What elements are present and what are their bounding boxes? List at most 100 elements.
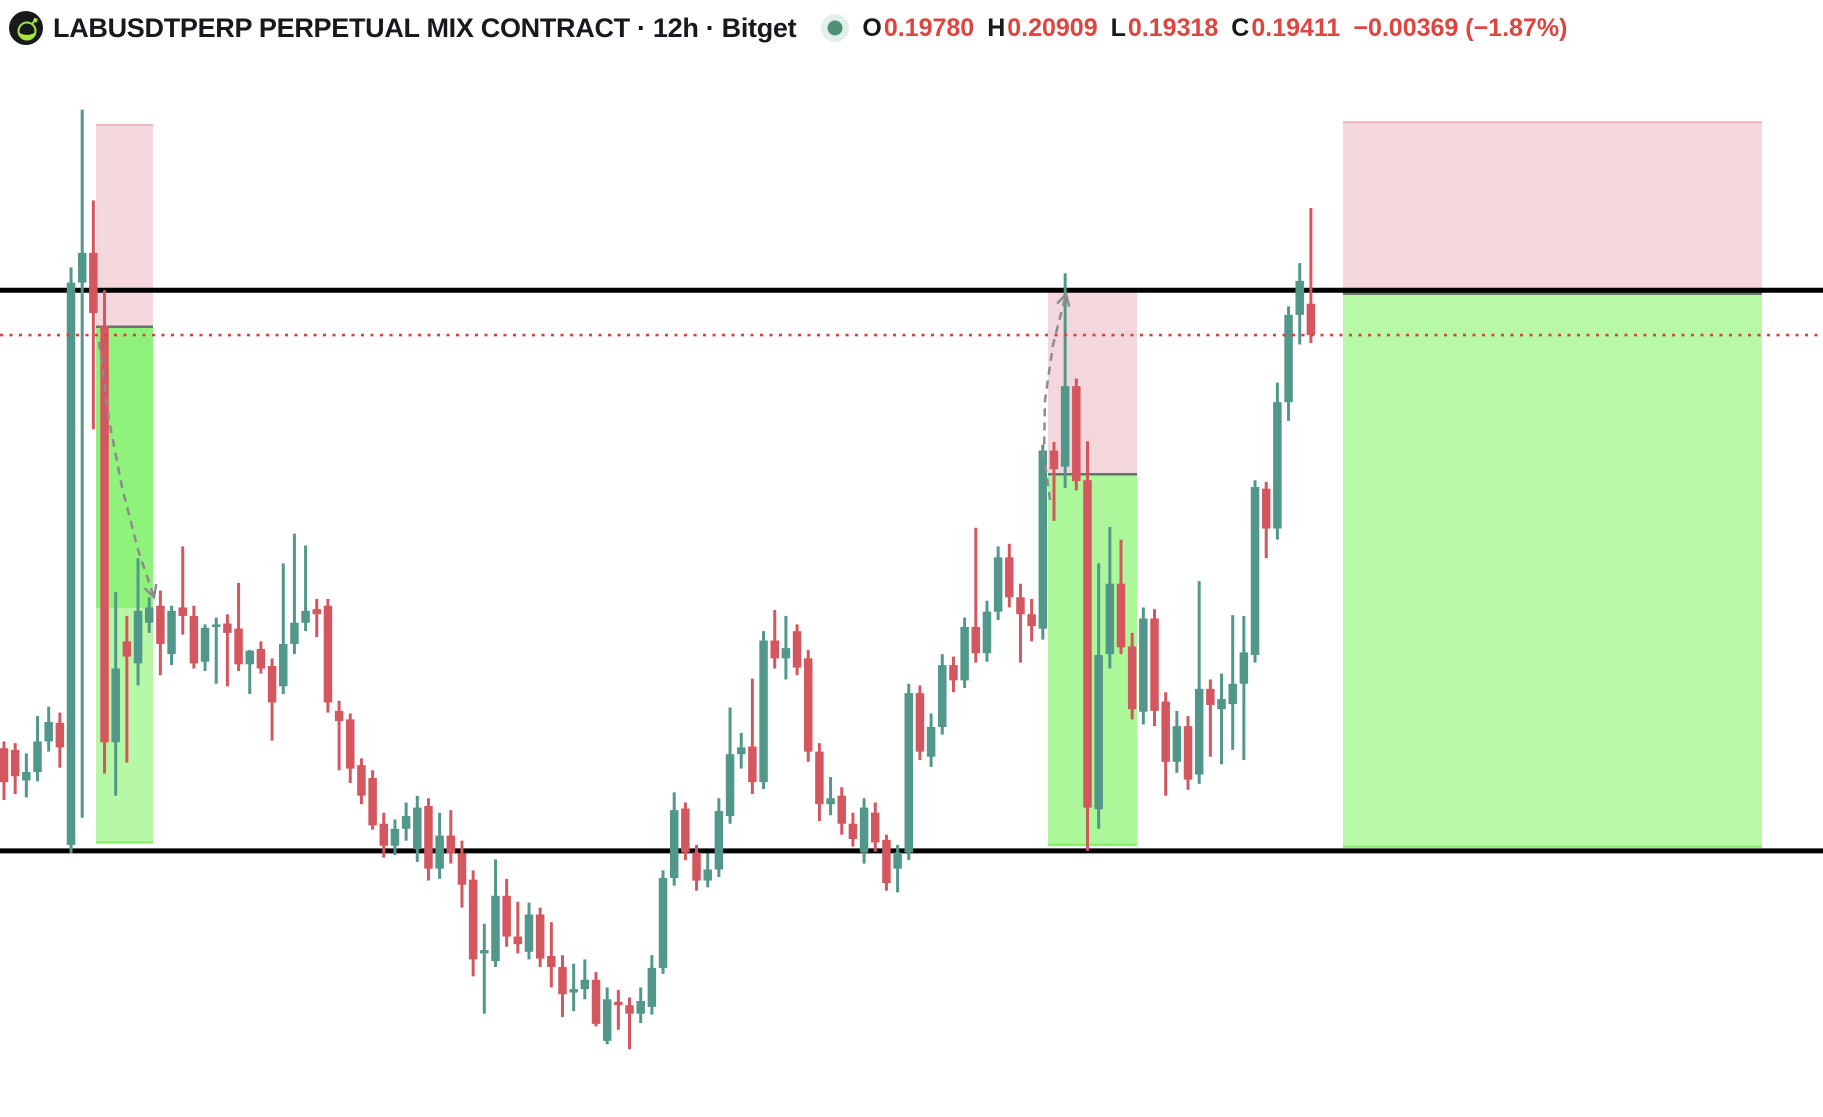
- candle-body: [22, 771, 31, 781]
- projection-arrow-down-head: [143, 583, 158, 600]
- candle-body: [200, 627, 210, 662]
- candle-body: [1127, 646, 1137, 710]
- short-position-middle[interactable]: [1048, 289, 1137, 847]
- ohlc-close: C 0.19411: [1231, 13, 1341, 42]
- candle-body: [625, 1005, 634, 1014]
- candle-body: [714, 810, 724, 870]
- candle-body: [1027, 614, 1036, 627]
- candle-body: [591, 979, 601, 1024]
- candle-body: [379, 823, 389, 846]
- candle-body: [658, 877, 668, 968]
- candle-body: [178, 607, 187, 616]
- candle-body: [1250, 487, 1260, 655]
- candle-body: [770, 640, 779, 659]
- candle-body: [938, 665, 947, 728]
- candle-body: [122, 641, 132, 657]
- projection-arrow-down[interactable]: [97, 341, 158, 600]
- candle-body: [1083, 480, 1092, 808]
- candle-body: [904, 693, 914, 853]
- projection-arrow-up-head: [1056, 291, 1071, 307]
- candle-body: [949, 665, 958, 681]
- candle-body: [1150, 618, 1159, 711]
- ohlc-low: L 0.19318: [1110, 13, 1219, 42]
- candle-body: [803, 658, 813, 752]
- candle-body: [1206, 688, 1215, 705]
- candle-body: [323, 605, 333, 703]
- candle-body: [368, 777, 377, 826]
- ohlc-legend: O 0.19780 H 0.20909 L 0.19318 C 0.19411 −0.0…: [862, 14, 1567, 43]
- status-dot-icon: [821, 14, 850, 42]
- candle-body: [792, 631, 802, 668]
- candle-body: [636, 1000, 645, 1014]
- candle-body: [77, 252, 87, 283]
- candle-body: [457, 853, 467, 885]
- candle-body: [290, 622, 299, 644]
- short-position-middle-profit-zone-1[interactable]: [1048, 474, 1137, 845]
- candle-body: [435, 835, 444, 869]
- candle-body: [100, 325, 109, 743]
- candle-body: [33, 741, 42, 772]
- candle-body: [1261, 488, 1271, 529]
- chart-legend-header: LABUSDTPERP PERPETUAL MIX CONTRACT · 12h…: [8, 6, 1567, 50]
- candle-body: [1016, 597, 1025, 615]
- ohlc-open: O 0.19780: [862, 13, 975, 42]
- projection-arrow-up-path[interactable]: [1042, 293, 1068, 501]
- candle-body: [390, 828, 400, 846]
- short-position-right-profit-zone-1[interactable]: [1343, 293, 1762, 847]
- candle-body: [446, 835, 456, 854]
- candle-body: [312, 609, 322, 615]
- candle-body: [513, 936, 523, 945]
- candle-body: [1072, 386, 1081, 482]
- candle-body: [468, 879, 478, 960]
- candle-body: [926, 727, 936, 757]
- candle-body: [0, 748, 9, 783]
- candle-body: [480, 950, 489, 954]
- candle-body: [893, 852, 902, 869]
- candle-body: [781, 648, 791, 659]
- candle-body: [915, 693, 925, 752]
- candle-body: [424, 805, 433, 869]
- candle-body: [848, 823, 858, 839]
- candle-body: [1116, 583, 1126, 648]
- candle-body: [1139, 618, 1148, 712]
- candle-body: [547, 956, 556, 968]
- candle-body: [1295, 280, 1304, 315]
- candle-body: [334, 710, 344, 722]
- candle-body: [569, 989, 578, 993]
- candle-body: [982, 611, 992, 654]
- candle-body: [960, 626, 969, 681]
- candle-body: [524, 914, 534, 952]
- candle-body: [725, 754, 735, 817]
- projection-arrow-up[interactable]: [1042, 291, 1071, 501]
- candle-body: [89, 252, 98, 314]
- candle-body: [1217, 699, 1226, 710]
- ohlc-change: −0.00369 (−1.87%): [1353, 13, 1568, 42]
- candle-body: [1183, 726, 1193, 780]
- candle-body: [66, 282, 76, 845]
- candle-body: [681, 808, 690, 853]
- candle-body: [1038, 450, 1048, 629]
- candle-body: [669, 810, 679, 878]
- candle-body: [837, 795, 846, 824]
- candle-body: [826, 798, 835, 805]
- candle-body: [1049, 450, 1059, 470]
- short-position-right[interactable]: [1343, 121, 1762, 848]
- candle-body: [256, 648, 266, 669]
- candle-body: [55, 722, 65, 748]
- short-position-right-stop-zone-0[interactable]: [1343, 122, 1762, 294]
- candle-body: [971, 626, 981, 654]
- candle-body: [401, 816, 411, 829]
- candle-body: [558, 967, 567, 995]
- candle-body: [1194, 688, 1204, 775]
- projection-arrow-down-path[interactable]: [97, 341, 156, 598]
- candle-body: [1239, 652, 1249, 684]
- candle-body: [602, 999, 612, 1041]
- token-logo-icon: [9, 11, 43, 45]
- candle-body: [189, 615, 199, 664]
- candlestick-series: [0, 109, 1316, 1050]
- candle-body: [1005, 557, 1014, 598]
- candle-body: [871, 812, 880, 843]
- candle-body: [859, 807, 869, 853]
- candle-body: [1094, 654, 1103, 810]
